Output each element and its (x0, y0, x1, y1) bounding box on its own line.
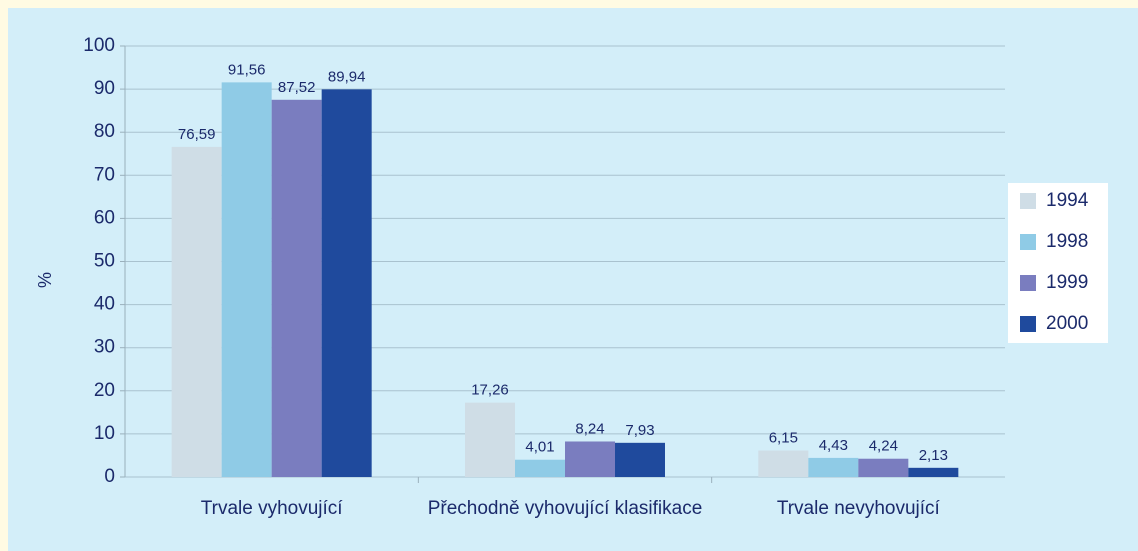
value-label: 4,43 (819, 437, 848, 454)
bar (808, 457, 859, 477)
x-tick-label: Trvale nevyhovující (776, 498, 940, 519)
legend-label: 1999 (1046, 272, 1088, 293)
y-axis-label: % (35, 272, 55, 288)
bar (465, 402, 515, 477)
value-label: 6,15 (769, 429, 798, 446)
value-label: 91,56 (228, 61, 266, 78)
value-label: 4,24 (869, 438, 898, 455)
legend-swatch (1020, 193, 1036, 209)
value-label: 76,59 (178, 126, 216, 143)
value-label: 4,01 (525, 439, 554, 456)
bar (321, 89, 372, 478)
value-label: 8,24 (575, 420, 604, 437)
y-tick-label: 100 (83, 35, 115, 56)
x-tick-label: Trvale vyhovující (200, 498, 343, 519)
y-tick-label: 70 (94, 164, 115, 185)
bar (858, 458, 909, 477)
value-label: 2,13 (919, 447, 948, 464)
bar (221, 82, 272, 477)
legend-label: 2000 (1046, 313, 1088, 334)
bar (171, 146, 222, 477)
legend-swatch (1020, 316, 1036, 332)
y-tick-label: 90 (94, 78, 115, 99)
legend-label: 1998 (1046, 231, 1088, 252)
bar (515, 459, 565, 477)
value-label: 87,52 (278, 79, 316, 96)
y-tick-label: 50 (94, 251, 115, 272)
bar (908, 467, 959, 477)
value-label: 89,94 (328, 68, 366, 85)
y-tick-label: 10 (94, 423, 115, 444)
y-tick-label: 20 (94, 380, 115, 401)
y-tick-label: 40 (94, 294, 115, 315)
value-label: 17,26 (471, 382, 509, 399)
value-label: 7,93 (625, 422, 654, 439)
x-tick-label: Přechodně vyhovující klasifikace (427, 498, 703, 519)
legend-swatch (1020, 275, 1036, 291)
bar (565, 441, 615, 477)
bar (615, 442, 665, 477)
y-tick-label: 30 (94, 337, 115, 358)
y-tick-label: 80 (94, 121, 115, 142)
legend-swatch (1020, 234, 1036, 250)
y-tick-label: 0 (104, 466, 115, 487)
y-tick-label: 60 (94, 207, 115, 228)
legend-label: 1994 (1046, 190, 1089, 211)
bar (758, 450, 809, 477)
bar (271, 99, 322, 477)
